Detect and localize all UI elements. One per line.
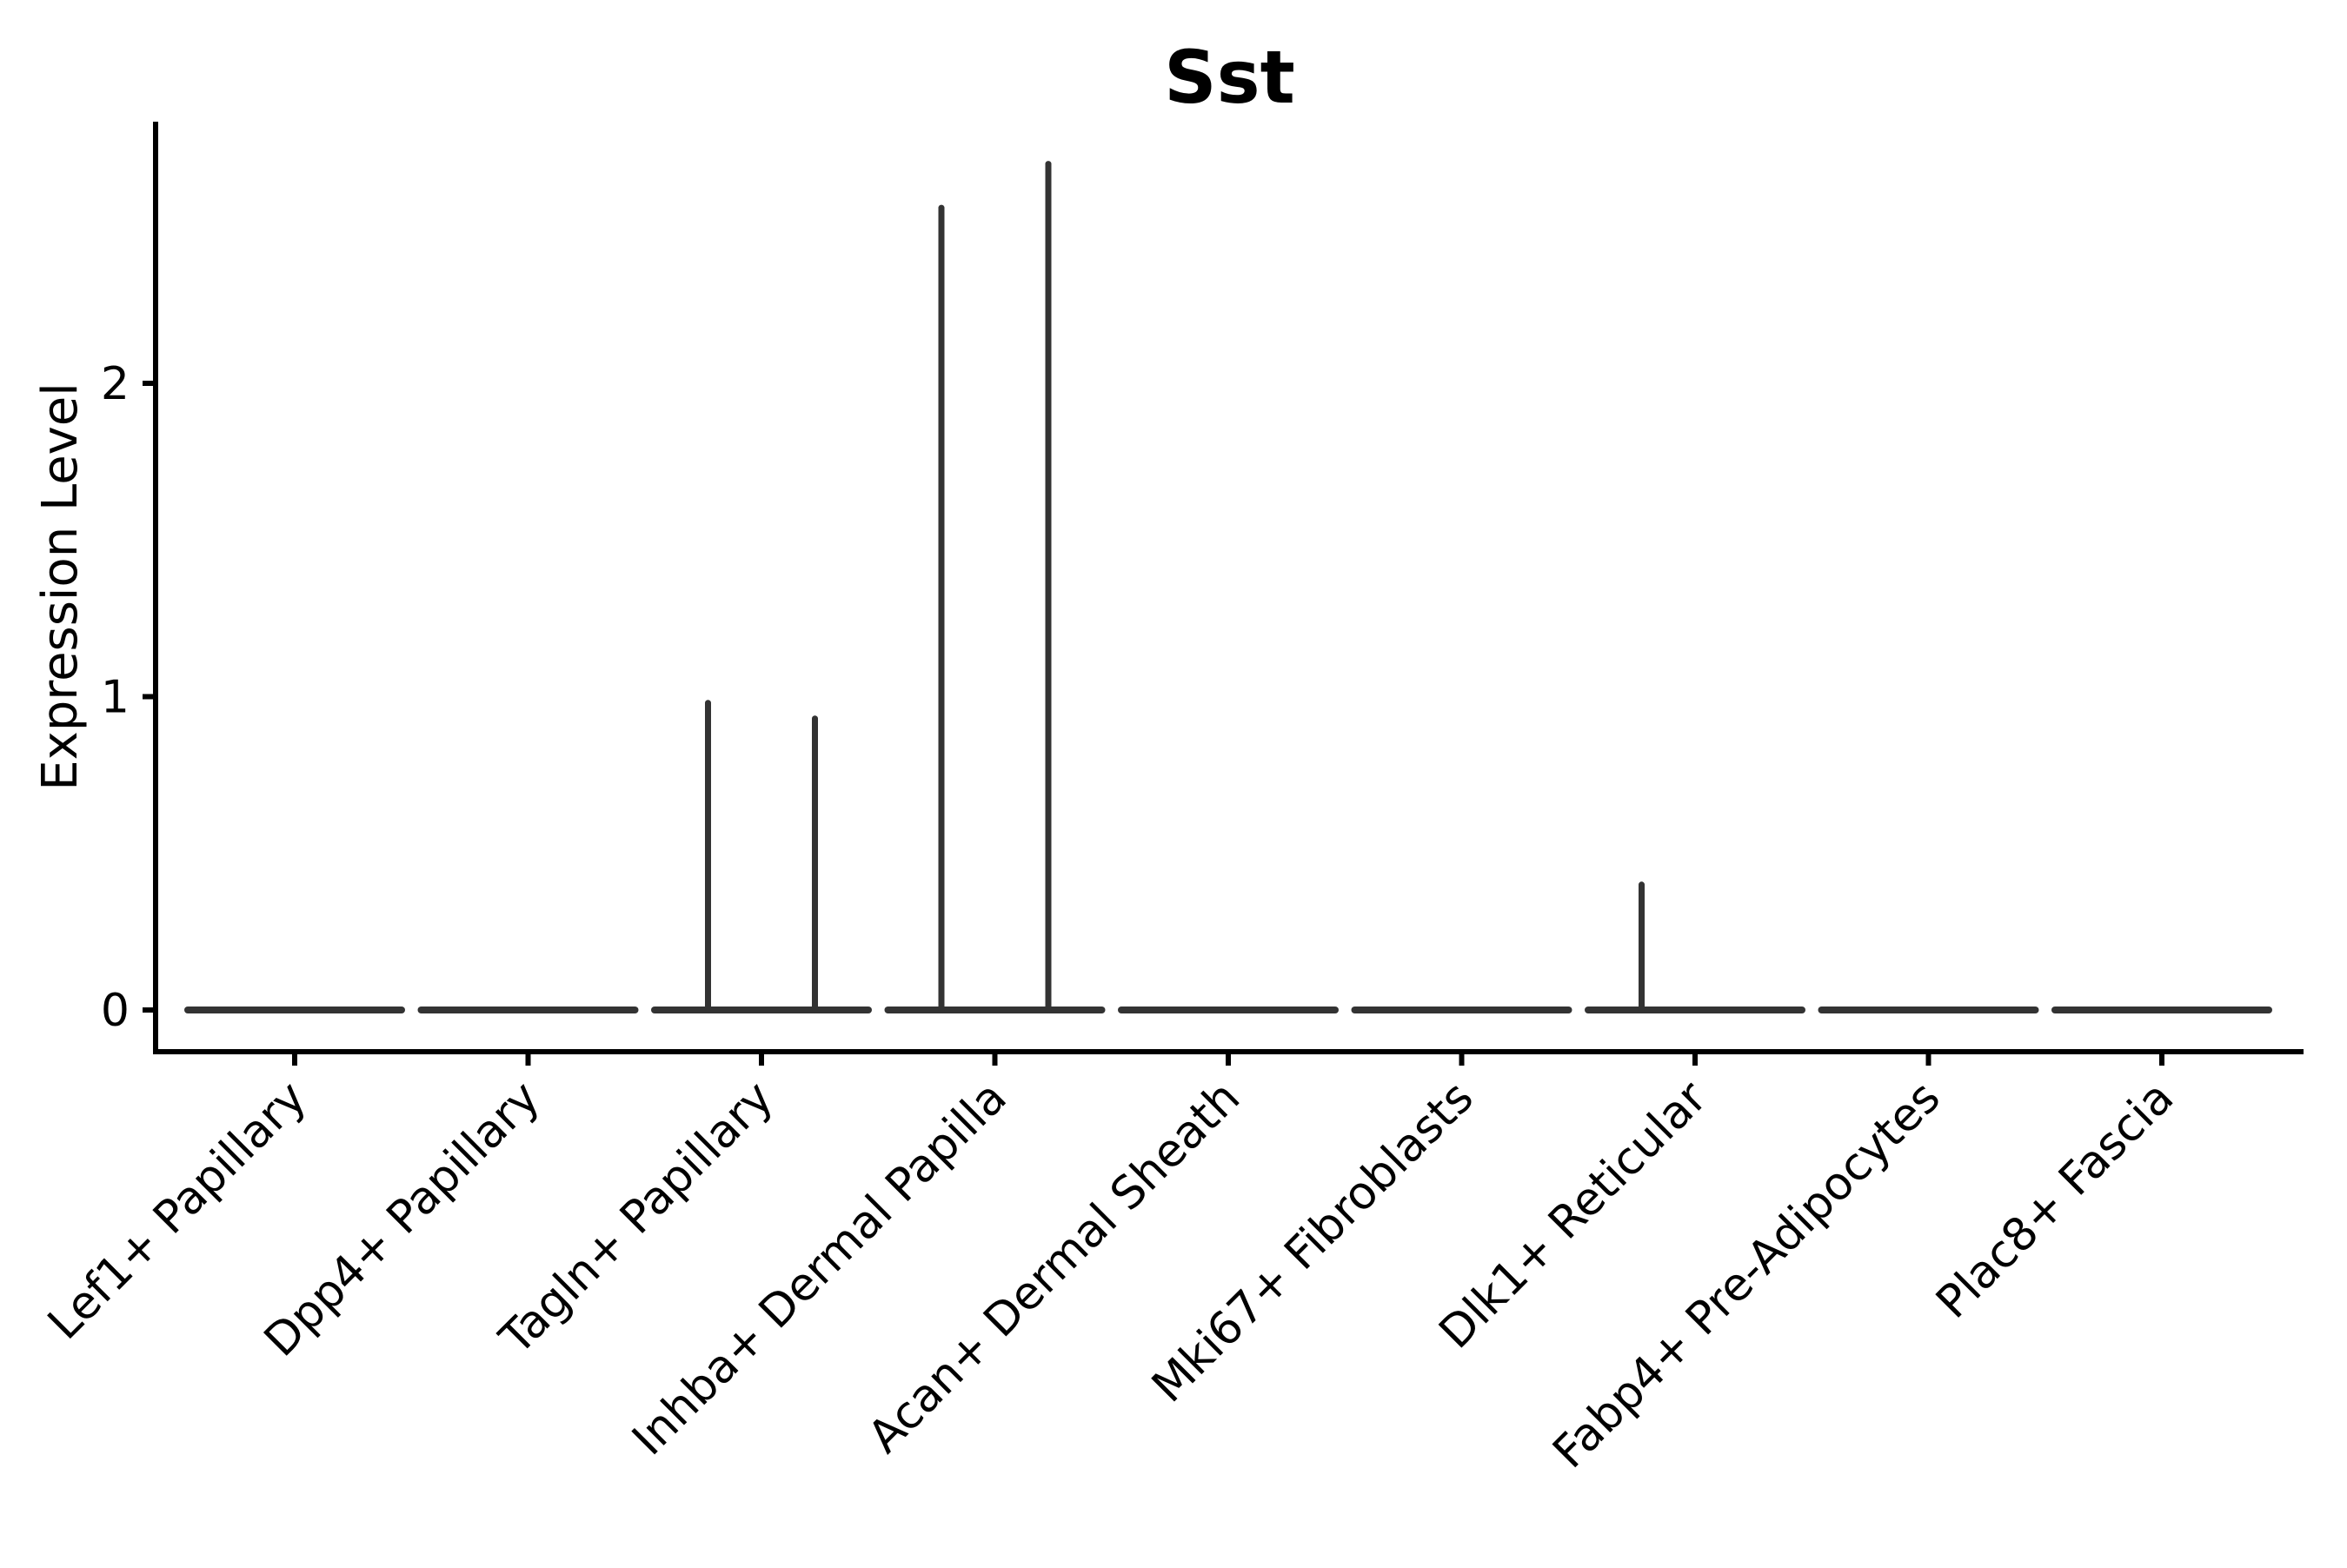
x-tick-label: Lef1+ Papillary: [38, 1072, 316, 1350]
y-tick-label: 1: [101, 672, 130, 724]
x-tick-label: Fabp4+ Pre-Adipocytes: [1543, 1072, 1950, 1478]
x-tick-label: Inhba+ Dermal Papilla: [622, 1072, 1016, 1465]
x-tick-label: Plac8+ Fascia: [1926, 1072, 2184, 1329]
chart-title: Sst: [1164, 35, 1295, 120]
y-tick-label: 0: [101, 985, 130, 1037]
y-tick-label: 2: [101, 358, 130, 410]
x-tick-label: Acan+ Dermal Sheath: [859, 1072, 1251, 1464]
y-axis-label: Expression Level: [32, 382, 89, 791]
